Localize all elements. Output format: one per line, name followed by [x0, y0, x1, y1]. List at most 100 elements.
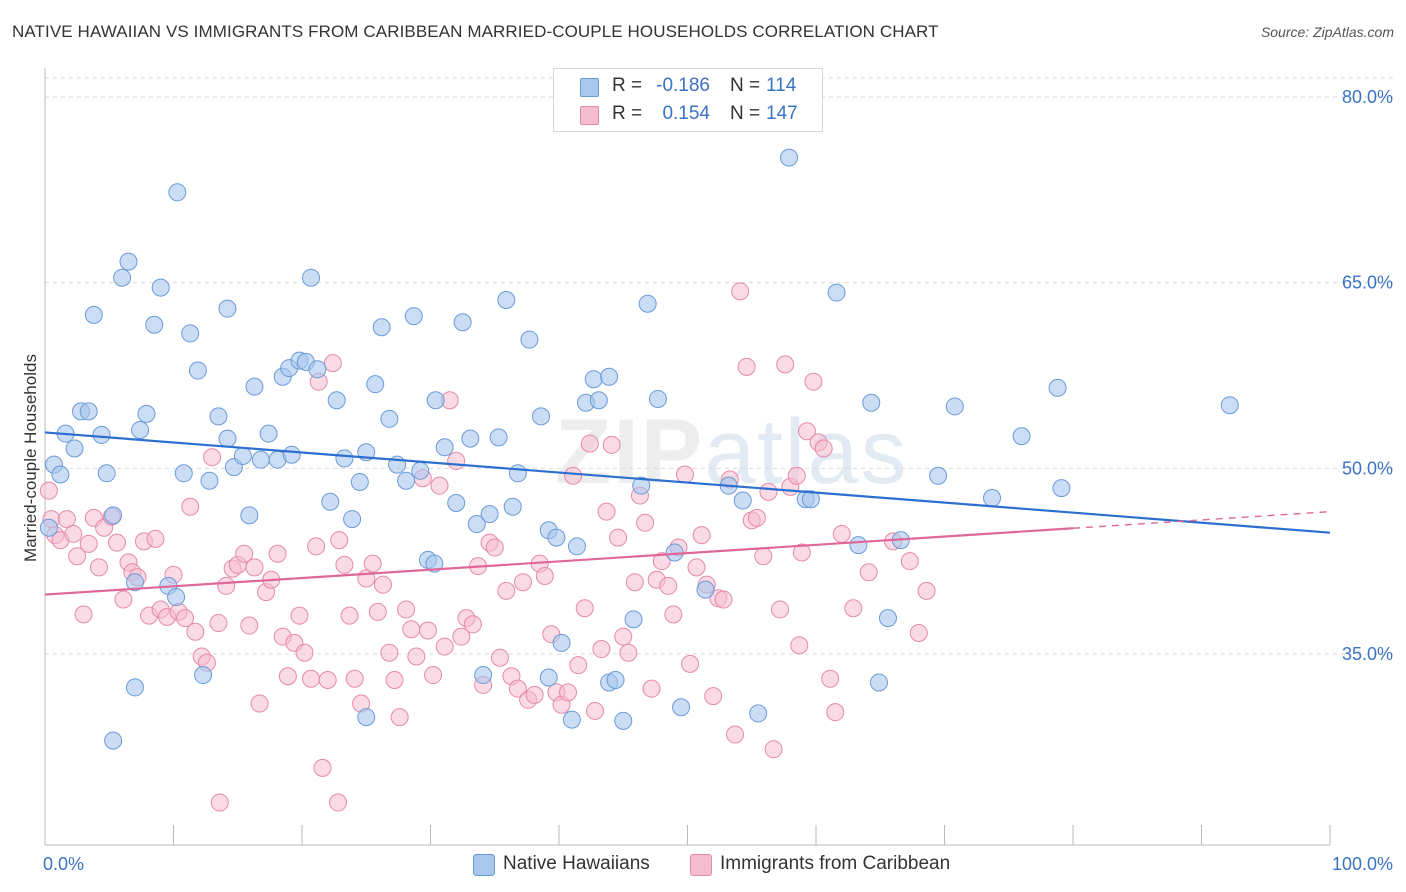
- hawaiian-point: [562, 710, 581, 729]
- caribbean-point: [747, 508, 766, 527]
- caribbean-point: [363, 554, 382, 573]
- hawaiian-point: [200, 471, 219, 490]
- legend-swatch-blue: [580, 78, 599, 97]
- hawaiian-point: [929, 466, 948, 485]
- hawaiian-point: [749, 704, 768, 723]
- hawaiian-point: [137, 404, 156, 423]
- hawaiian-point: [343, 510, 362, 529]
- hawaiian-point: [869, 673, 888, 692]
- hawaiian-point: [327, 391, 346, 410]
- hawaiian-point: [380, 409, 399, 428]
- correlation-legend: R = -0.186 N = 114 R = 0.154 N = 147: [553, 68, 823, 132]
- caribbean-point: [240, 616, 259, 635]
- caribbean-point: [203, 448, 222, 467]
- hawaiian-point: [827, 283, 846, 302]
- caribbean-point: [675, 465, 694, 484]
- hawaiian-point: [733, 491, 752, 510]
- caribbean-point: [318, 670, 337, 689]
- n-label: N =: [730, 75, 761, 96]
- hawaiian-point: [79, 402, 98, 421]
- caribbean-point: [430, 476, 449, 495]
- caribbean-point: [731, 282, 750, 301]
- caribbean-point: [217, 576, 236, 595]
- caribbean-point: [268, 544, 287, 563]
- caribbean-point: [490, 648, 509, 667]
- caribbean-point: [250, 694, 269, 713]
- caribbean-point: [485, 538, 504, 557]
- caribbean-point: [514, 573, 533, 592]
- caribbean-point: [792, 543, 811, 562]
- caribbean-point: [209, 614, 228, 633]
- trend-lines: [44, 431, 1331, 596]
- hawaiian-point: [308, 360, 327, 379]
- caribbean-point: [664, 605, 683, 624]
- caribbean-point: [759, 482, 778, 501]
- caribbean-point: [210, 793, 229, 812]
- caribbean-point: [535, 567, 554, 586]
- caribbean-point: [57, 510, 76, 529]
- caribbean-point: [385, 670, 404, 689]
- hawaiian-point: [467, 515, 486, 534]
- caribbean-point: [307, 537, 326, 556]
- hawaiian-point: [532, 407, 551, 426]
- hawaiian-point: [119, 252, 138, 271]
- caribbean-point: [714, 590, 733, 609]
- tick-labels: 35.0% 50.0% 65.0% 80.0% 0.0% 100.0% Married-co…: [21, 87, 1393, 874]
- hawaiian-point: [435, 438, 454, 457]
- caribbean-point: [558, 683, 577, 702]
- caribbean-point: [301, 669, 320, 688]
- caribbean-point: [569, 656, 588, 675]
- hawaiian-point: [878, 609, 897, 628]
- hawaiian-point: [411, 461, 430, 480]
- caribbean-point: [625, 573, 644, 592]
- caribbean-point: [636, 513, 655, 532]
- hawaiian-point: [453, 313, 472, 332]
- caribbean-point: [826, 703, 845, 722]
- watermark: ZIPatlas: [555, 400, 908, 505]
- hawaiian-point: [480, 505, 499, 524]
- caribbean-point: [368, 602, 387, 621]
- caribbean-point: [313, 758, 332, 777]
- r-label: R =: [612, 103, 643, 124]
- hawaiian-point: [104, 506, 123, 525]
- caribbean-point: [787, 466, 806, 485]
- r-label: R =: [612, 75, 643, 96]
- r-value: -0.186: [656, 75, 710, 96]
- hawaiian-point: [945, 397, 964, 416]
- hawaiian-point: [1048, 378, 1067, 397]
- caribbean-point: [452, 627, 471, 646]
- hawaiian-point: [589, 391, 608, 410]
- caribbean-point: [278, 667, 297, 686]
- caribbean-point: [114, 590, 133, 609]
- caribbean-point: [373, 575, 392, 594]
- n-label: N =: [730, 103, 761, 124]
- hawaiian-point: [188, 361, 207, 380]
- hawaiian-point: [1220, 396, 1239, 415]
- hawaiian-point: [39, 518, 58, 537]
- caribbean-point: [909, 623, 928, 642]
- caribbean-point: [771, 600, 790, 619]
- hawaiian-point: [638, 294, 657, 313]
- legend-row-hawaiian: R = -0.186 N = 114: [554, 72, 822, 100]
- hawaiian-point: [983, 489, 1002, 508]
- caribbean-point: [564, 466, 583, 485]
- hawaiian-point: [357, 708, 376, 727]
- caribbean-point: [107, 533, 126, 552]
- watermark-zip: ZIP: [555, 401, 705, 503]
- caribbean-point: [402, 620, 421, 639]
- caribbean-point: [585, 701, 604, 720]
- caribbean-point: [424, 666, 443, 685]
- y-axis-label: Married-couple Households: [21, 354, 40, 562]
- hawaiian-point: [672, 698, 691, 717]
- hawaiian-point: [606, 670, 625, 689]
- hawaiian-point: [461, 429, 480, 448]
- axes: [44, 68, 1331, 846]
- hawaiian-point: [600, 367, 619, 386]
- caribbean-point: [859, 563, 878, 582]
- y-tick-label: 50.0%: [1342, 458, 1393, 478]
- hawaiian-point: [174, 464, 193, 483]
- caribbean-point: [79, 534, 98, 553]
- caribbean-point: [652, 552, 671, 571]
- caribbean-point: [821, 669, 840, 688]
